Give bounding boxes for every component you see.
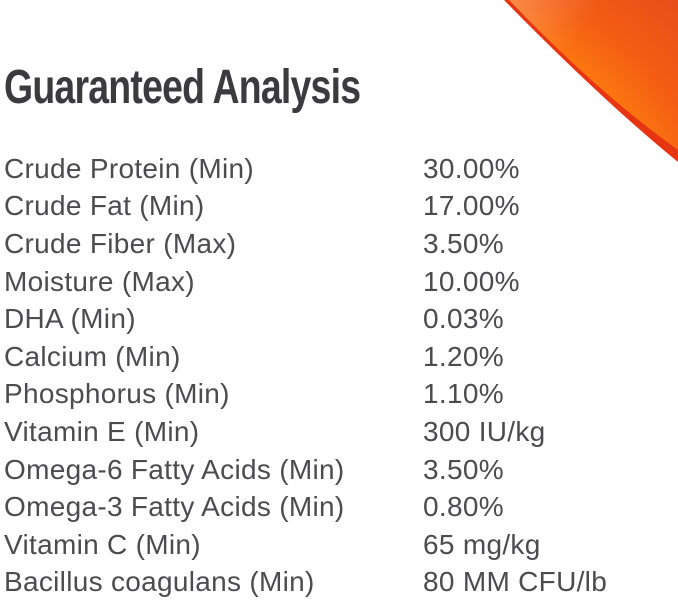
- nutrient-value: 80 MM CFU/lb: [423, 566, 608, 598]
- nutrient-label: DHA (Min): [4, 303, 136, 335]
- nutrient-value: 0.03%: [423, 303, 504, 335]
- nutrient-label: Crude Fiber (Max): [4, 227, 237, 259]
- page-title: Guaranteed Analysis: [4, 61, 361, 114]
- swoosh-sheen-highlight: [509, 0, 678, 150]
- nutrient-label: Vitamin C (Min): [4, 528, 201, 560]
- nutrient-label: Omega-6 Fatty Acids (Min): [4, 453, 345, 485]
- nutrient-label: Crude Fat (Min): [4, 190, 205, 222]
- table-row: Omega-6 Fatty Acids (Min) 3.50%: [4, 451, 676, 489]
- nutrient-value: 300 IU/kg: [423, 415, 546, 447]
- table-row: Calcium (Min) 1.20%: [4, 338, 676, 376]
- nutrient-label: Crude Protein (Min): [4, 152, 255, 184]
- nutrient-label: Vitamin E (Min): [4, 415, 200, 447]
- nutrient-value: 0.80%: [423, 491, 504, 523]
- nutrient-value: 30.00%: [423, 152, 520, 184]
- nutrient-label: Phosphorus (Min): [4, 378, 230, 410]
- table-row: Phosphorus (Min) 1.10%: [4, 376, 676, 414]
- table-row: Omega-3 Fatty Acids (Min) 0.80%: [4, 488, 676, 526]
- table-row: Vitamin C (Min) 65 mg/kg: [4, 526, 676, 564]
- nutrient-value: 17.00%: [423, 190, 520, 222]
- nutrient-value: 1.10%: [423, 378, 504, 410]
- nutrient-value: 3.50%: [423, 227, 504, 259]
- nutrient-label: Moisture (Max): [4, 265, 195, 297]
- table-row: Bacillus coagulans (Min) 80 MM CFU/lb: [4, 564, 676, 602]
- table-row: Crude Fiber (Max) 3.50%: [4, 225, 676, 263]
- table-row: Vitamin E (Min) 300 IU/kg: [4, 413, 676, 451]
- analysis-table: Crude Protein (Min) 30.00% Crude Fat (Mi…: [4, 150, 676, 601]
- table-row: DHA (Min) 0.03%: [4, 300, 676, 338]
- nutrient-label: Omega-3 Fatty Acids (Min): [4, 491, 345, 523]
- table-row: Crude Fat (Min) 17.00%: [4, 188, 676, 226]
- nutrient-label: Bacillus coagulans (Min): [4, 566, 315, 598]
- nutrient-value: 10.00%: [423, 265, 520, 297]
- nutrient-label: Calcium (Min): [4, 340, 181, 372]
- nutrient-value: 1.20%: [423, 340, 504, 372]
- table-row: Crude Protein (Min) 30.00%: [4, 150, 676, 188]
- orange-swoosh-decoration: [504, 0, 678, 162]
- nutrient-value: 65 mg/kg: [423, 528, 541, 560]
- table-row: Moisture (Max) 10.00%: [4, 263, 676, 301]
- nutrient-value: 3.50%: [423, 453, 504, 485]
